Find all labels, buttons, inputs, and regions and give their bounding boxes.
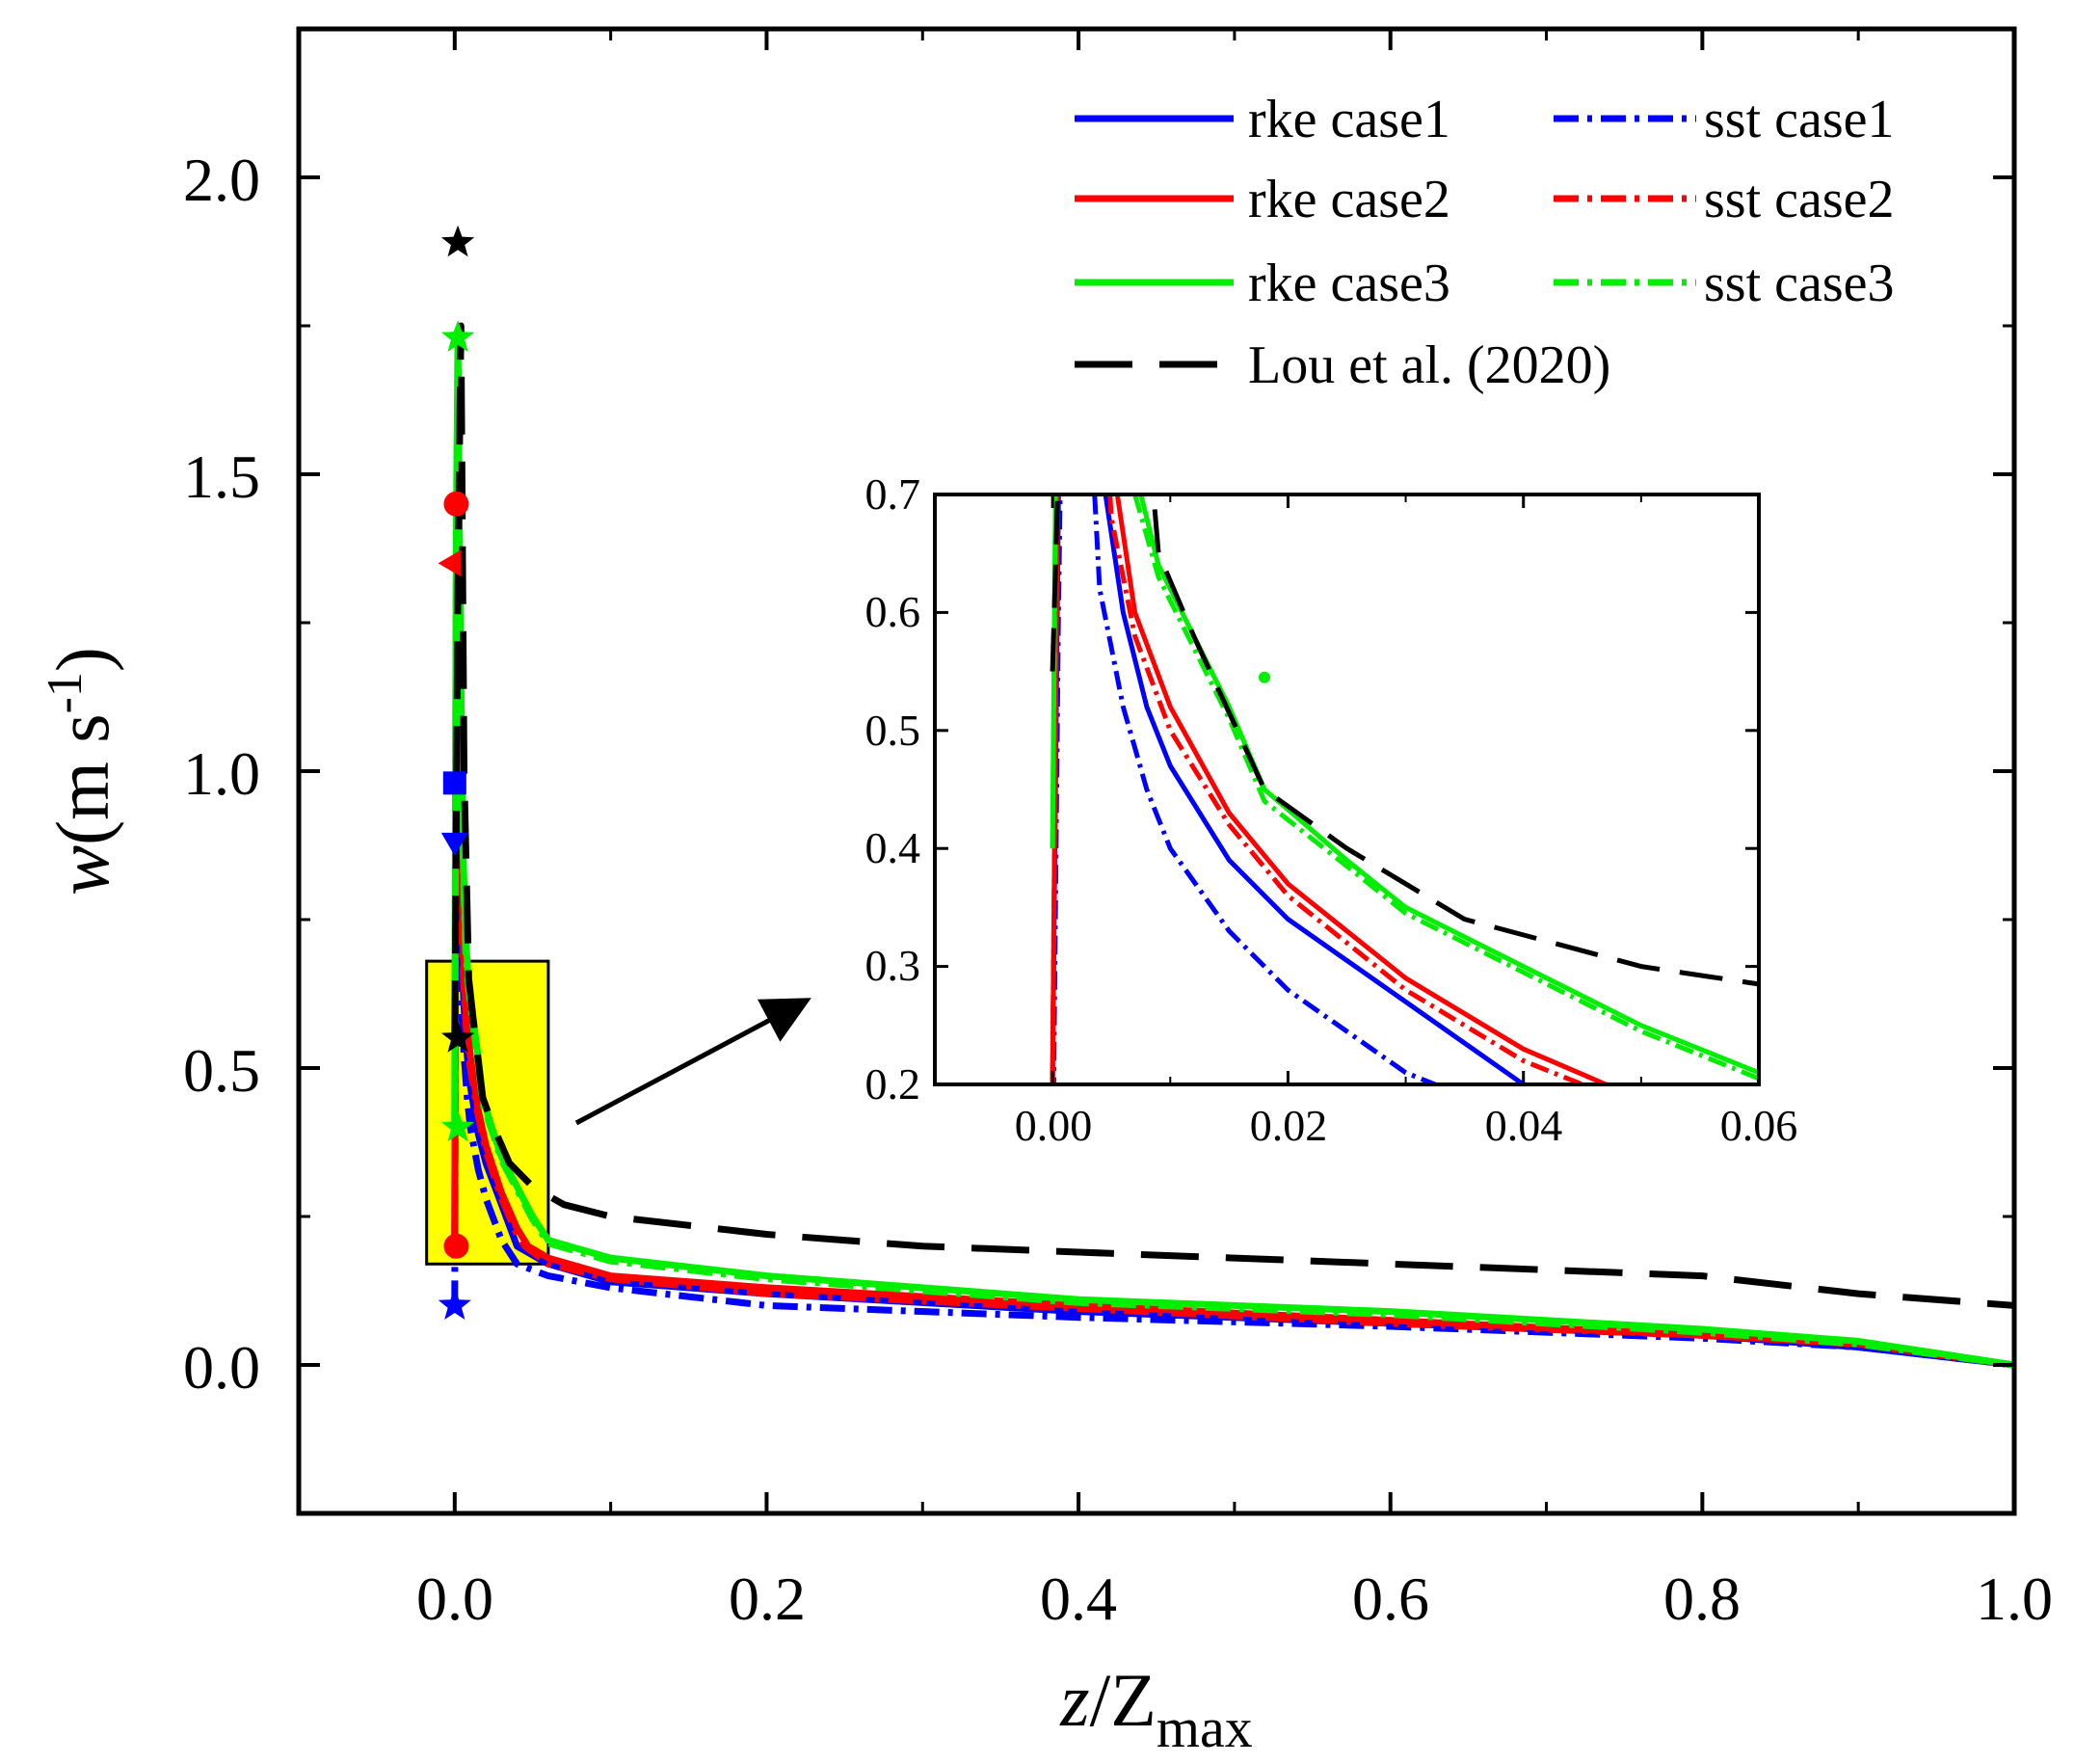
marker-rke1-square-7 xyxy=(442,771,466,795)
marker-rke1-star-9 xyxy=(438,1288,471,1320)
marker-rke2-circle-4 xyxy=(443,491,469,517)
y-tick-label-4: 2.0 xyxy=(183,146,260,214)
inset-series-sst1 xyxy=(1050,494,1442,1084)
legend-label-sst1: sst case1 xyxy=(1704,90,1895,149)
inset-y-tick-label-3: 0.5 xyxy=(865,706,921,755)
main-markers-layer xyxy=(438,225,475,1320)
y-axis-label: w(m s-1) xyxy=(38,647,124,895)
inset-y-tick-label-2: 0.4 xyxy=(865,823,921,872)
inset-x-tick-label-2: 0.04 xyxy=(1485,1101,1563,1150)
zoom-arrow xyxy=(574,998,811,1126)
inset-point-sst3-0 xyxy=(1259,671,1270,683)
y-axis-label-units-sup: -1 xyxy=(38,672,93,713)
marker-lou-star-0 xyxy=(440,225,475,257)
x-tick-label-2: 0.4 xyxy=(1040,1564,1117,1633)
y-tick-label-2: 1.0 xyxy=(183,739,260,808)
y-tick-label-3: 1.5 xyxy=(183,442,260,511)
inset-series-rke2 xyxy=(1050,494,1622,1084)
x-axis-label-var: z xyxy=(1059,1658,1089,1742)
main-axis-ticks xyxy=(297,29,2016,1515)
inset-plot-frame xyxy=(933,493,1761,1086)
inset-background xyxy=(935,494,1759,1084)
y-axis-label-units-open: (m s xyxy=(40,713,124,845)
marker-rke3-star-3 xyxy=(440,1109,475,1142)
x-axis-label-main: Z xyxy=(1110,1658,1157,1742)
x-axis-label-sep: / xyxy=(1090,1658,1111,1742)
legend-label-rke2: rke case2 xyxy=(1248,170,1450,229)
x-tick-label-1: 0.2 xyxy=(729,1564,806,1633)
legend-label-sst3: sst case3 xyxy=(1704,254,1895,313)
y-tick-label-0: 0.0 xyxy=(183,1333,260,1402)
inset-y-tick-label-1: 0.3 xyxy=(865,941,921,990)
inset-y-tick-label-0: 0.2 xyxy=(865,1059,921,1109)
x-axis-label-sub: max xyxy=(1157,1697,1253,1759)
inset-series-layer xyxy=(1050,494,1759,1084)
marker-sst1-triangle-down-8 xyxy=(440,832,468,856)
x-tick-label-5: 1.0 xyxy=(1976,1564,2053,1633)
marker-lou-star-1 xyxy=(440,1021,475,1053)
inset-x-tick-label-0: 0.00 xyxy=(1015,1101,1093,1150)
main-series-lou xyxy=(451,322,2014,1309)
x-axis-label: z/Zmax xyxy=(1059,1658,1253,1759)
inset-series-rke3 xyxy=(1050,494,1759,1076)
inset-x-tick-label-3: 0.06 xyxy=(1720,1101,1798,1150)
y-axis-label-var: w xyxy=(40,845,124,895)
legend: rke case1 sst case1 rke case2 sst case2 … xyxy=(1075,90,1895,395)
inset-series-sst3 xyxy=(1050,494,1759,1082)
legend-label-lou: Lou et al. (2020) xyxy=(1248,335,1610,395)
marker-rke3-star-2 xyxy=(440,320,475,352)
marker-sst2-triangle-left-6 xyxy=(438,549,462,577)
y-tick-label-1: 0.5 xyxy=(183,1036,260,1105)
marker-rke2-circle-5 xyxy=(443,1233,469,1259)
legend-label-sst2: sst case2 xyxy=(1704,170,1895,229)
inset-axis-ticks xyxy=(934,493,1761,1086)
main-series-layer xyxy=(451,322,2014,1369)
y-axis-label-units-close: ) xyxy=(40,647,124,672)
legend-label-rke3: rke case3 xyxy=(1248,254,1450,313)
legend-label-rke1: rke case1 xyxy=(1248,90,1450,149)
x-tick-label-4: 0.8 xyxy=(1663,1564,1741,1633)
x-tick-label-0: 0.0 xyxy=(416,1564,493,1633)
x-tick-label-3: 0.6 xyxy=(1352,1564,1429,1633)
inset-y-tick-label-4: 0.6 xyxy=(865,587,921,636)
inset-y-tick-label-5: 0.7 xyxy=(865,469,921,519)
main-series-sst2 xyxy=(451,559,2014,1369)
inset-series-rke1 xyxy=(1050,494,1540,1084)
inset-x-tick-label-1: 0.02 xyxy=(1250,1101,1328,1150)
